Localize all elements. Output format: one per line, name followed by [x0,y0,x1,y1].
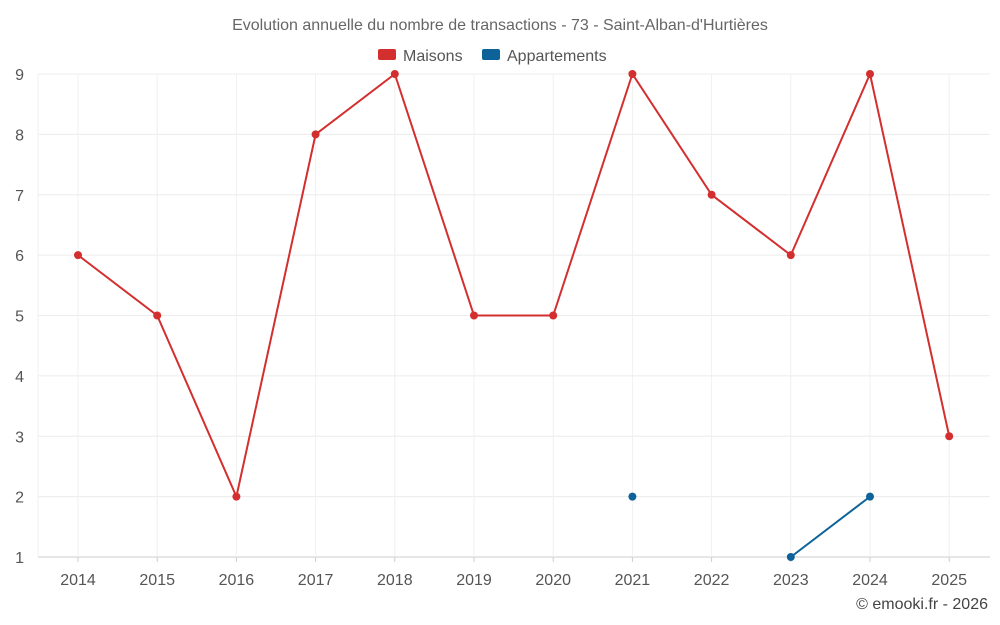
x-tick-label: 2019 [456,572,492,589]
series-group [74,70,954,561]
data-point [866,70,874,78]
y-tick-label: 1 [15,550,24,567]
data-point [549,311,558,320]
data-point [153,311,162,320]
x-tick-label: 2018 [377,572,413,589]
x-tick-label: 2022 [694,572,730,589]
data-point [628,70,637,78]
x-tick-label: 2016 [219,572,255,589]
series-line [790,495,871,558]
series-line [77,70,951,500]
y-axis: 1 2 3 4 5 6 7 8 9 [15,67,24,567]
legend-swatch-appartements [482,49,500,60]
data-point [470,311,478,320]
x-tick-label: 2017 [298,572,334,589]
data-point [311,130,320,139]
y-tick-label: 6 [15,248,24,265]
y-tick-label: 9 [15,67,24,84]
series-appartements [628,492,874,561]
data-point [232,492,241,501]
legend-label-maisons: Maisons [403,48,463,65]
y-tick-label: 5 [15,309,24,326]
credit-text: © emooki.fr - 2026 [856,596,988,613]
y-tick-label: 2 [15,490,24,507]
y-tick-label: 7 [15,188,24,205]
legend-label-appartements: Appartements [507,48,607,65]
data-point [628,492,637,501]
x-tick-label: 2023 [773,572,809,589]
data-point [390,70,399,78]
x-tick-label: 2025 [931,572,967,589]
chart-title: Evolution annuelle du nombre de transact… [232,17,768,34]
data-point [866,492,874,501]
x-tick-label: 2020 [535,572,571,589]
x-tick-label: 2021 [615,572,651,589]
x-tick-label: 2014 [60,572,96,589]
data-point [786,251,795,260]
data-point [945,432,954,441]
data-point [786,553,795,561]
x-tick-label: 2024 [852,572,888,589]
y-tick-label: 8 [15,127,24,144]
grid [37,73,990,558]
y-tick-label: 4 [15,369,24,386]
x-tick-label: 2015 [139,572,175,589]
legend-swatch-maisons [378,49,396,60]
data-point [707,190,716,199]
x-axis: 2014 2015 2016 2017 2018 2019 2020 2021 2022 2023… [60,557,967,589]
series-maisons [74,70,954,501]
legend: Maisons Appartements [378,48,607,65]
y-tick-label: 3 [15,429,24,446]
data-point [74,251,82,260]
